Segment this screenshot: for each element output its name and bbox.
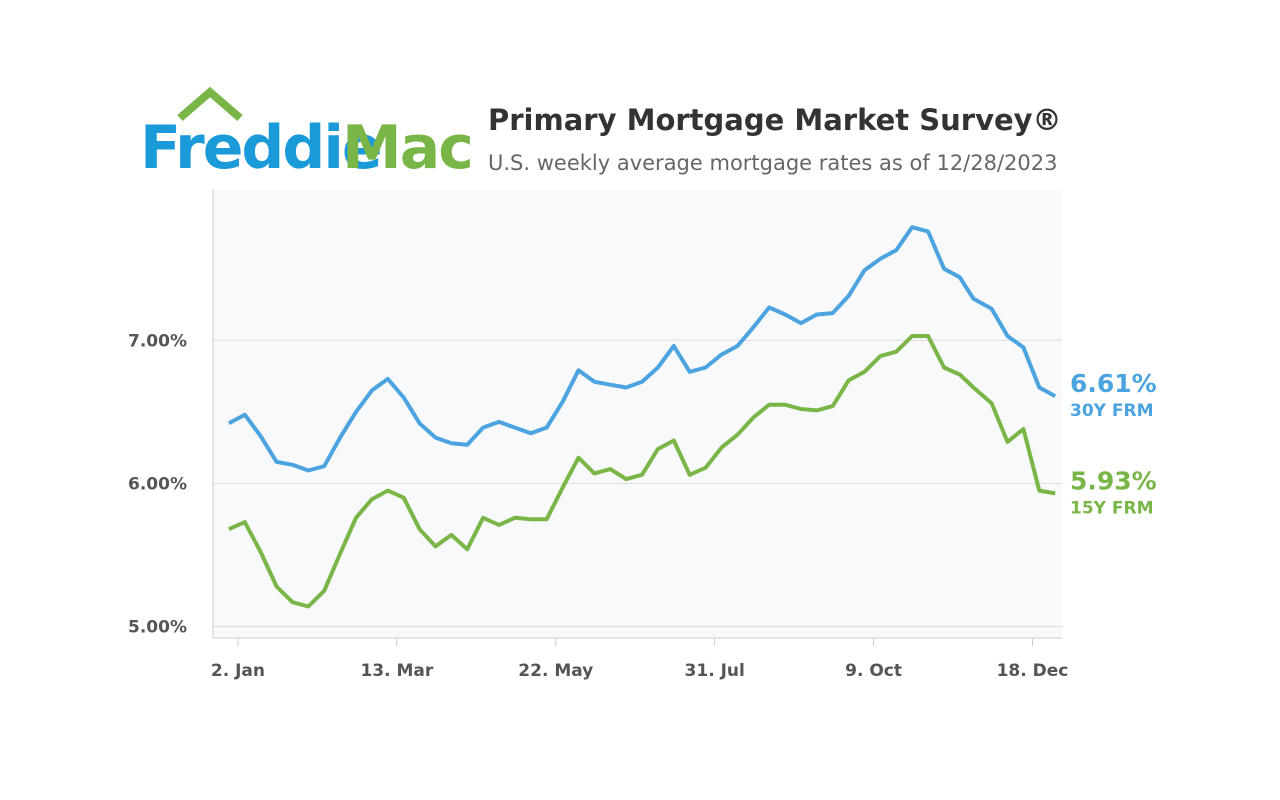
legend-label: 30Y FRM (1070, 401, 1154, 421)
end-value-label: 6.61% (1070, 369, 1157, 398)
x-tick-label: 18. Dec (997, 661, 1069, 681)
line-series (227, 225, 1057, 473)
x-tick-label: 13. Mar (360, 661, 433, 681)
x-tick-label: 22. May (518, 661, 593, 681)
y-tick-label: 7.00% (128, 331, 187, 351)
chart-title: Primary Mortgage Market Survey® (488, 103, 1062, 137)
logo-roof (177, 86, 243, 122)
x-tick-label: 2. Jan (211, 661, 265, 681)
chart-subtitle: U.S. weekly average mortgage rates as of… (488, 151, 1058, 175)
y-tick-label: 5.00% (128, 618, 187, 638)
y-tick-label: 6.00% (128, 474, 187, 494)
logo-freddie: Freddie (140, 113, 381, 183)
logo-mac: Mac (342, 113, 472, 183)
line-series (228, 334, 1056, 609)
legend-label: 15Y FRM (1070, 498, 1154, 518)
plot-area (213, 190, 1062, 638)
x-tick-label: 31. Jul (685, 661, 745, 681)
x-tick-label: 9. Oct (845, 661, 902, 681)
end-value-label: 5.93% (1070, 466, 1157, 495)
